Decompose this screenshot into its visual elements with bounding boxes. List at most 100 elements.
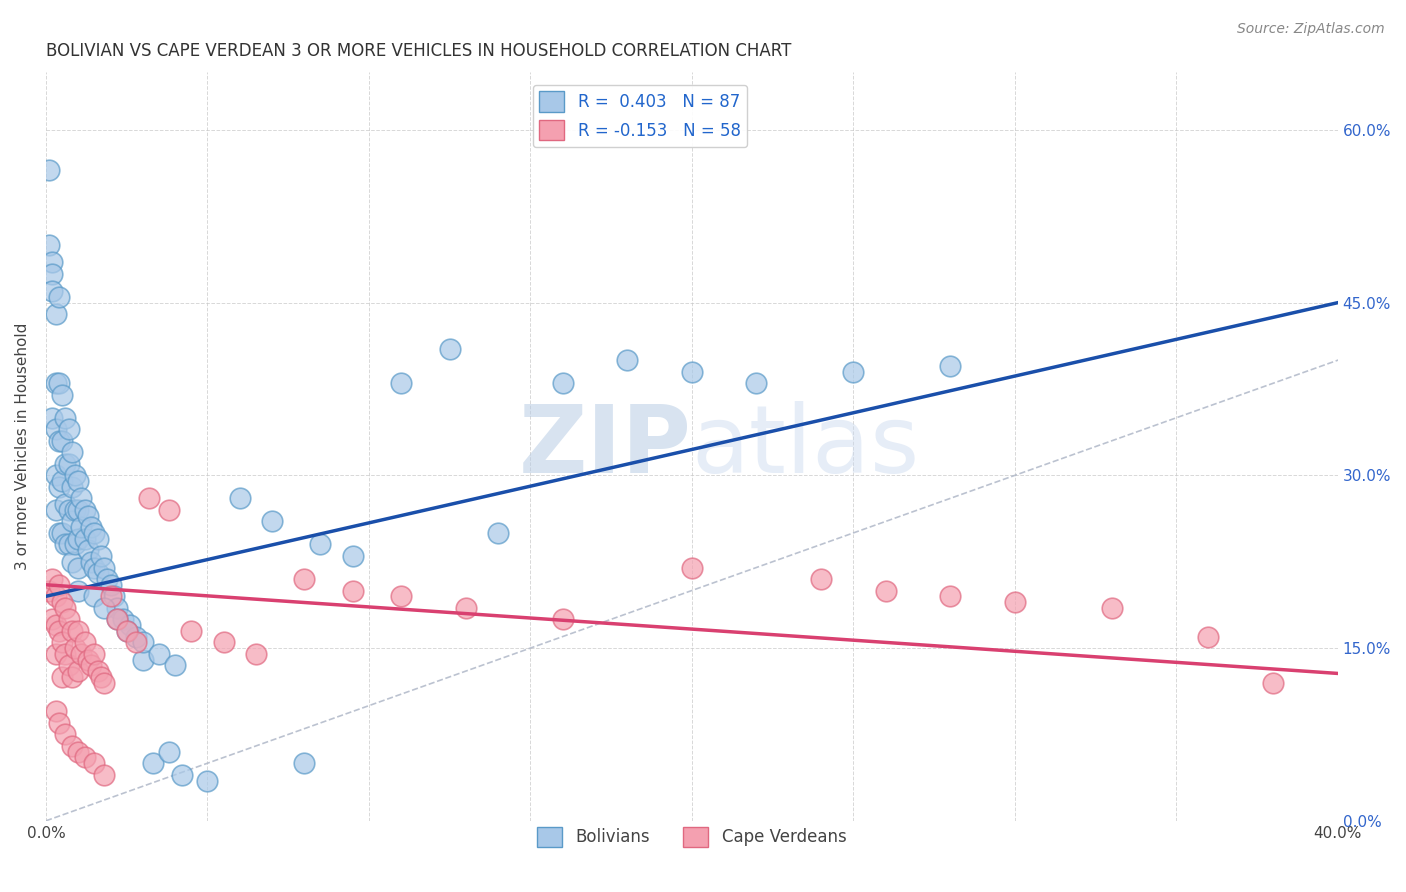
Point	[73, 503, 96, 517]
Point	[125, 630, 148, 644]
Point	[45, 376, 67, 391]
Point	[83, 756, 105, 771]
Point	[90, 549, 112, 563]
Point	[197, 773, 219, 788]
Point	[1101, 600, 1123, 615]
Point	[170, 768, 193, 782]
Point	[45, 618, 67, 632]
Point	[51, 525, 73, 540]
Point	[77, 508, 100, 523]
Point	[53, 727, 76, 741]
Text: Source: ZipAtlas.com: Source: ZipAtlas.com	[1237, 22, 1385, 37]
Point	[77, 652, 100, 666]
Text: atlas: atlas	[692, 401, 920, 492]
Point	[67, 664, 90, 678]
Point	[38, 238, 60, 252]
Point	[157, 503, 180, 517]
Point	[86, 566, 108, 581]
Point	[132, 652, 155, 666]
Point	[551, 376, 574, 391]
Point	[93, 560, 115, 574]
Point	[292, 572, 315, 586]
Point	[48, 434, 70, 448]
Point	[58, 612, 80, 626]
Point	[45, 503, 67, 517]
Point	[73, 750, 96, 764]
Point	[51, 670, 73, 684]
Point	[70, 647, 93, 661]
Point	[73, 635, 96, 649]
Point	[45, 589, 67, 603]
Point	[86, 664, 108, 678]
Point	[80, 658, 103, 673]
Point	[842, 365, 865, 379]
Point	[45, 705, 67, 719]
Point	[125, 635, 148, 649]
Point	[53, 457, 76, 471]
Point	[1261, 675, 1284, 690]
Point	[41, 284, 63, 298]
Point	[60, 670, 83, 684]
Point	[681, 560, 703, 574]
Point	[70, 520, 93, 534]
Point	[48, 480, 70, 494]
Point	[86, 532, 108, 546]
Point	[810, 572, 832, 586]
Point	[60, 445, 83, 459]
Point	[53, 647, 76, 661]
Point	[60, 480, 83, 494]
Point	[70, 491, 93, 506]
Point	[939, 589, 962, 603]
Point	[245, 647, 267, 661]
Point	[105, 600, 128, 615]
Point	[53, 410, 76, 425]
Point	[67, 532, 90, 546]
Point	[58, 457, 80, 471]
Point	[342, 583, 364, 598]
Point	[115, 624, 138, 638]
Point	[67, 503, 90, 517]
Point	[260, 515, 283, 529]
Point	[60, 555, 83, 569]
Point	[41, 612, 63, 626]
Point	[90, 670, 112, 684]
Point	[45, 468, 67, 483]
Point	[157, 745, 180, 759]
Point	[73, 532, 96, 546]
Point	[165, 658, 187, 673]
Point	[93, 600, 115, 615]
Point	[551, 612, 574, 626]
Point	[45, 647, 67, 661]
Point	[616, 353, 638, 368]
Point	[681, 365, 703, 379]
Point	[105, 612, 128, 626]
Point	[93, 675, 115, 690]
Point	[1198, 630, 1220, 644]
Point	[83, 647, 105, 661]
Point	[53, 497, 76, 511]
Point	[51, 595, 73, 609]
Point	[60, 739, 83, 753]
Point	[67, 474, 90, 488]
Point	[53, 537, 76, 551]
Point	[63, 503, 86, 517]
Point	[342, 549, 364, 563]
Point	[63, 537, 86, 551]
Point	[112, 612, 135, 626]
Point	[96, 572, 118, 586]
Point	[67, 624, 90, 638]
Point	[118, 618, 141, 632]
Point	[48, 376, 70, 391]
Point	[77, 543, 100, 558]
Point	[1004, 595, 1026, 609]
Point	[939, 359, 962, 373]
Point	[100, 589, 122, 603]
Point	[292, 756, 315, 771]
Point	[83, 589, 105, 603]
Point	[105, 612, 128, 626]
Point	[63, 468, 86, 483]
Point	[51, 434, 73, 448]
Point	[454, 600, 477, 615]
Point	[212, 635, 235, 649]
Point	[51, 388, 73, 402]
